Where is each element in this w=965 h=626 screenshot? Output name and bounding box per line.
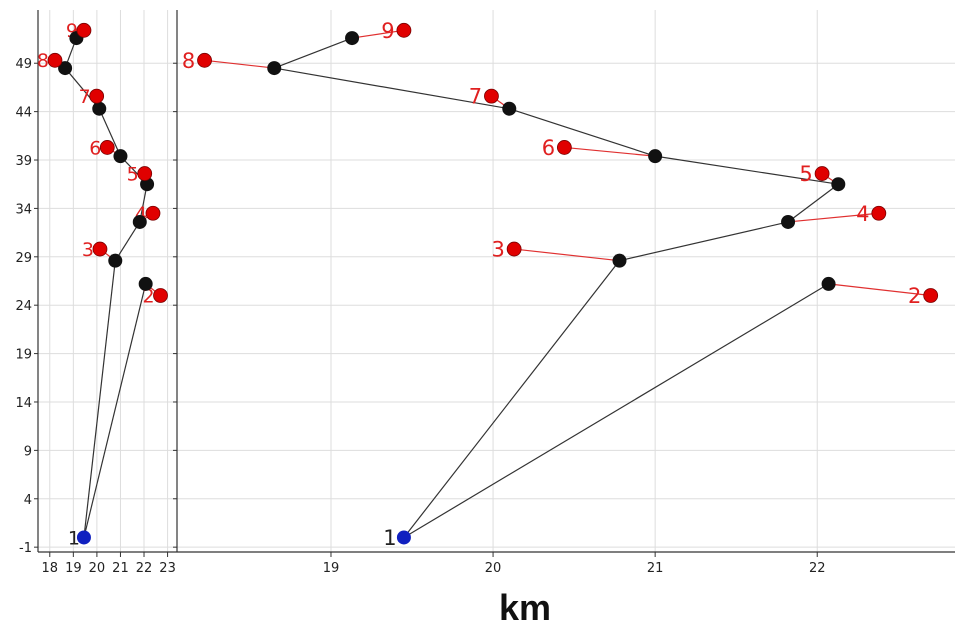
point-label-6: 6 bbox=[89, 137, 101, 159]
estimated-point-2 bbox=[139, 277, 153, 291]
x-tick-label: 20 bbox=[89, 561, 106, 576]
measured-point-9 bbox=[77, 23, 91, 37]
estimated-point-9 bbox=[345, 31, 359, 45]
point-label-5: 5 bbox=[127, 163, 139, 185]
point-label-8: 8 bbox=[182, 49, 195, 73]
point-label-2: 2 bbox=[908, 284, 921, 308]
y-tick-label: 34 bbox=[15, 202, 32, 217]
x-tick-label: 18 bbox=[42, 561, 59, 576]
point-label-6: 6 bbox=[542, 136, 555, 160]
point-label-3: 3 bbox=[491, 238, 504, 262]
point-label-4: 4 bbox=[856, 202, 869, 226]
x-tick-label: 21 bbox=[112, 561, 129, 576]
point-label-3: 3 bbox=[82, 239, 94, 261]
measured-point-8 bbox=[198, 53, 212, 67]
measured-point-9 bbox=[397, 23, 411, 37]
x-tick-label: 23 bbox=[159, 561, 176, 576]
point-label-9: 9 bbox=[381, 19, 394, 43]
y-tick-label: 14 bbox=[15, 396, 32, 411]
point-label-7: 7 bbox=[79, 86, 91, 108]
x-axis-title: km bbox=[499, 587, 551, 626]
measured-point-5 bbox=[138, 167, 152, 181]
x-tick-label: 19 bbox=[323, 561, 340, 576]
estimated-point-3 bbox=[108, 254, 122, 268]
measured-point-4 bbox=[872, 206, 886, 220]
point-label-7: 7 bbox=[469, 85, 482, 109]
estimated-point-3 bbox=[612, 254, 626, 268]
x-tick-label: 21 bbox=[647, 561, 664, 576]
measured-point-5 bbox=[815, 167, 829, 181]
y-tick-label: 49 bbox=[15, 57, 32, 72]
y-tick-label: 9 bbox=[24, 444, 32, 459]
estimated-point-2 bbox=[822, 277, 836, 291]
estimated-point-7 bbox=[502, 102, 516, 116]
measured-point-6 bbox=[100, 140, 114, 154]
estimated-point-6 bbox=[648, 149, 662, 163]
estimated-point-5 bbox=[831, 177, 845, 191]
estimated-point-4 bbox=[781, 215, 795, 229]
measured-point-6 bbox=[557, 140, 571, 154]
estimated-point-8 bbox=[267, 61, 281, 75]
y-tick-label: 44 bbox=[15, 106, 32, 121]
start-label: 1 bbox=[383, 526, 396, 550]
x-tick-label: 22 bbox=[809, 561, 826, 576]
measured-point-7 bbox=[484, 89, 498, 103]
y-tick-label: 29 bbox=[15, 251, 32, 266]
point-label-5: 5 bbox=[799, 162, 812, 186]
y-tick-label: -1 bbox=[19, 541, 32, 556]
y-tick-label: 19 bbox=[15, 348, 32, 363]
measured-point-4 bbox=[146, 206, 160, 220]
start-point bbox=[397, 530, 411, 544]
measured-point-8 bbox=[48, 53, 62, 67]
point-label-8: 8 bbox=[37, 50, 49, 72]
measured-point-3 bbox=[507, 242, 521, 256]
measured-point-2 bbox=[154, 289, 168, 303]
measured-point-2 bbox=[924, 289, 938, 303]
estimated-point-7 bbox=[92, 102, 106, 116]
x-tick-label: 20 bbox=[485, 561, 502, 576]
y-tick-label: 24 bbox=[15, 299, 32, 314]
measured-point-3 bbox=[93, 242, 107, 256]
estimated-point-6 bbox=[113, 149, 127, 163]
x-tick-label: 19 bbox=[65, 561, 82, 576]
y-tick-label: 39 bbox=[15, 154, 32, 169]
estimated-point-4 bbox=[133, 215, 147, 229]
y-tick-label: 4 bbox=[24, 493, 32, 508]
x-tick-label: 22 bbox=[136, 561, 153, 576]
start-point bbox=[77, 530, 91, 544]
measured-point-7 bbox=[90, 89, 104, 103]
